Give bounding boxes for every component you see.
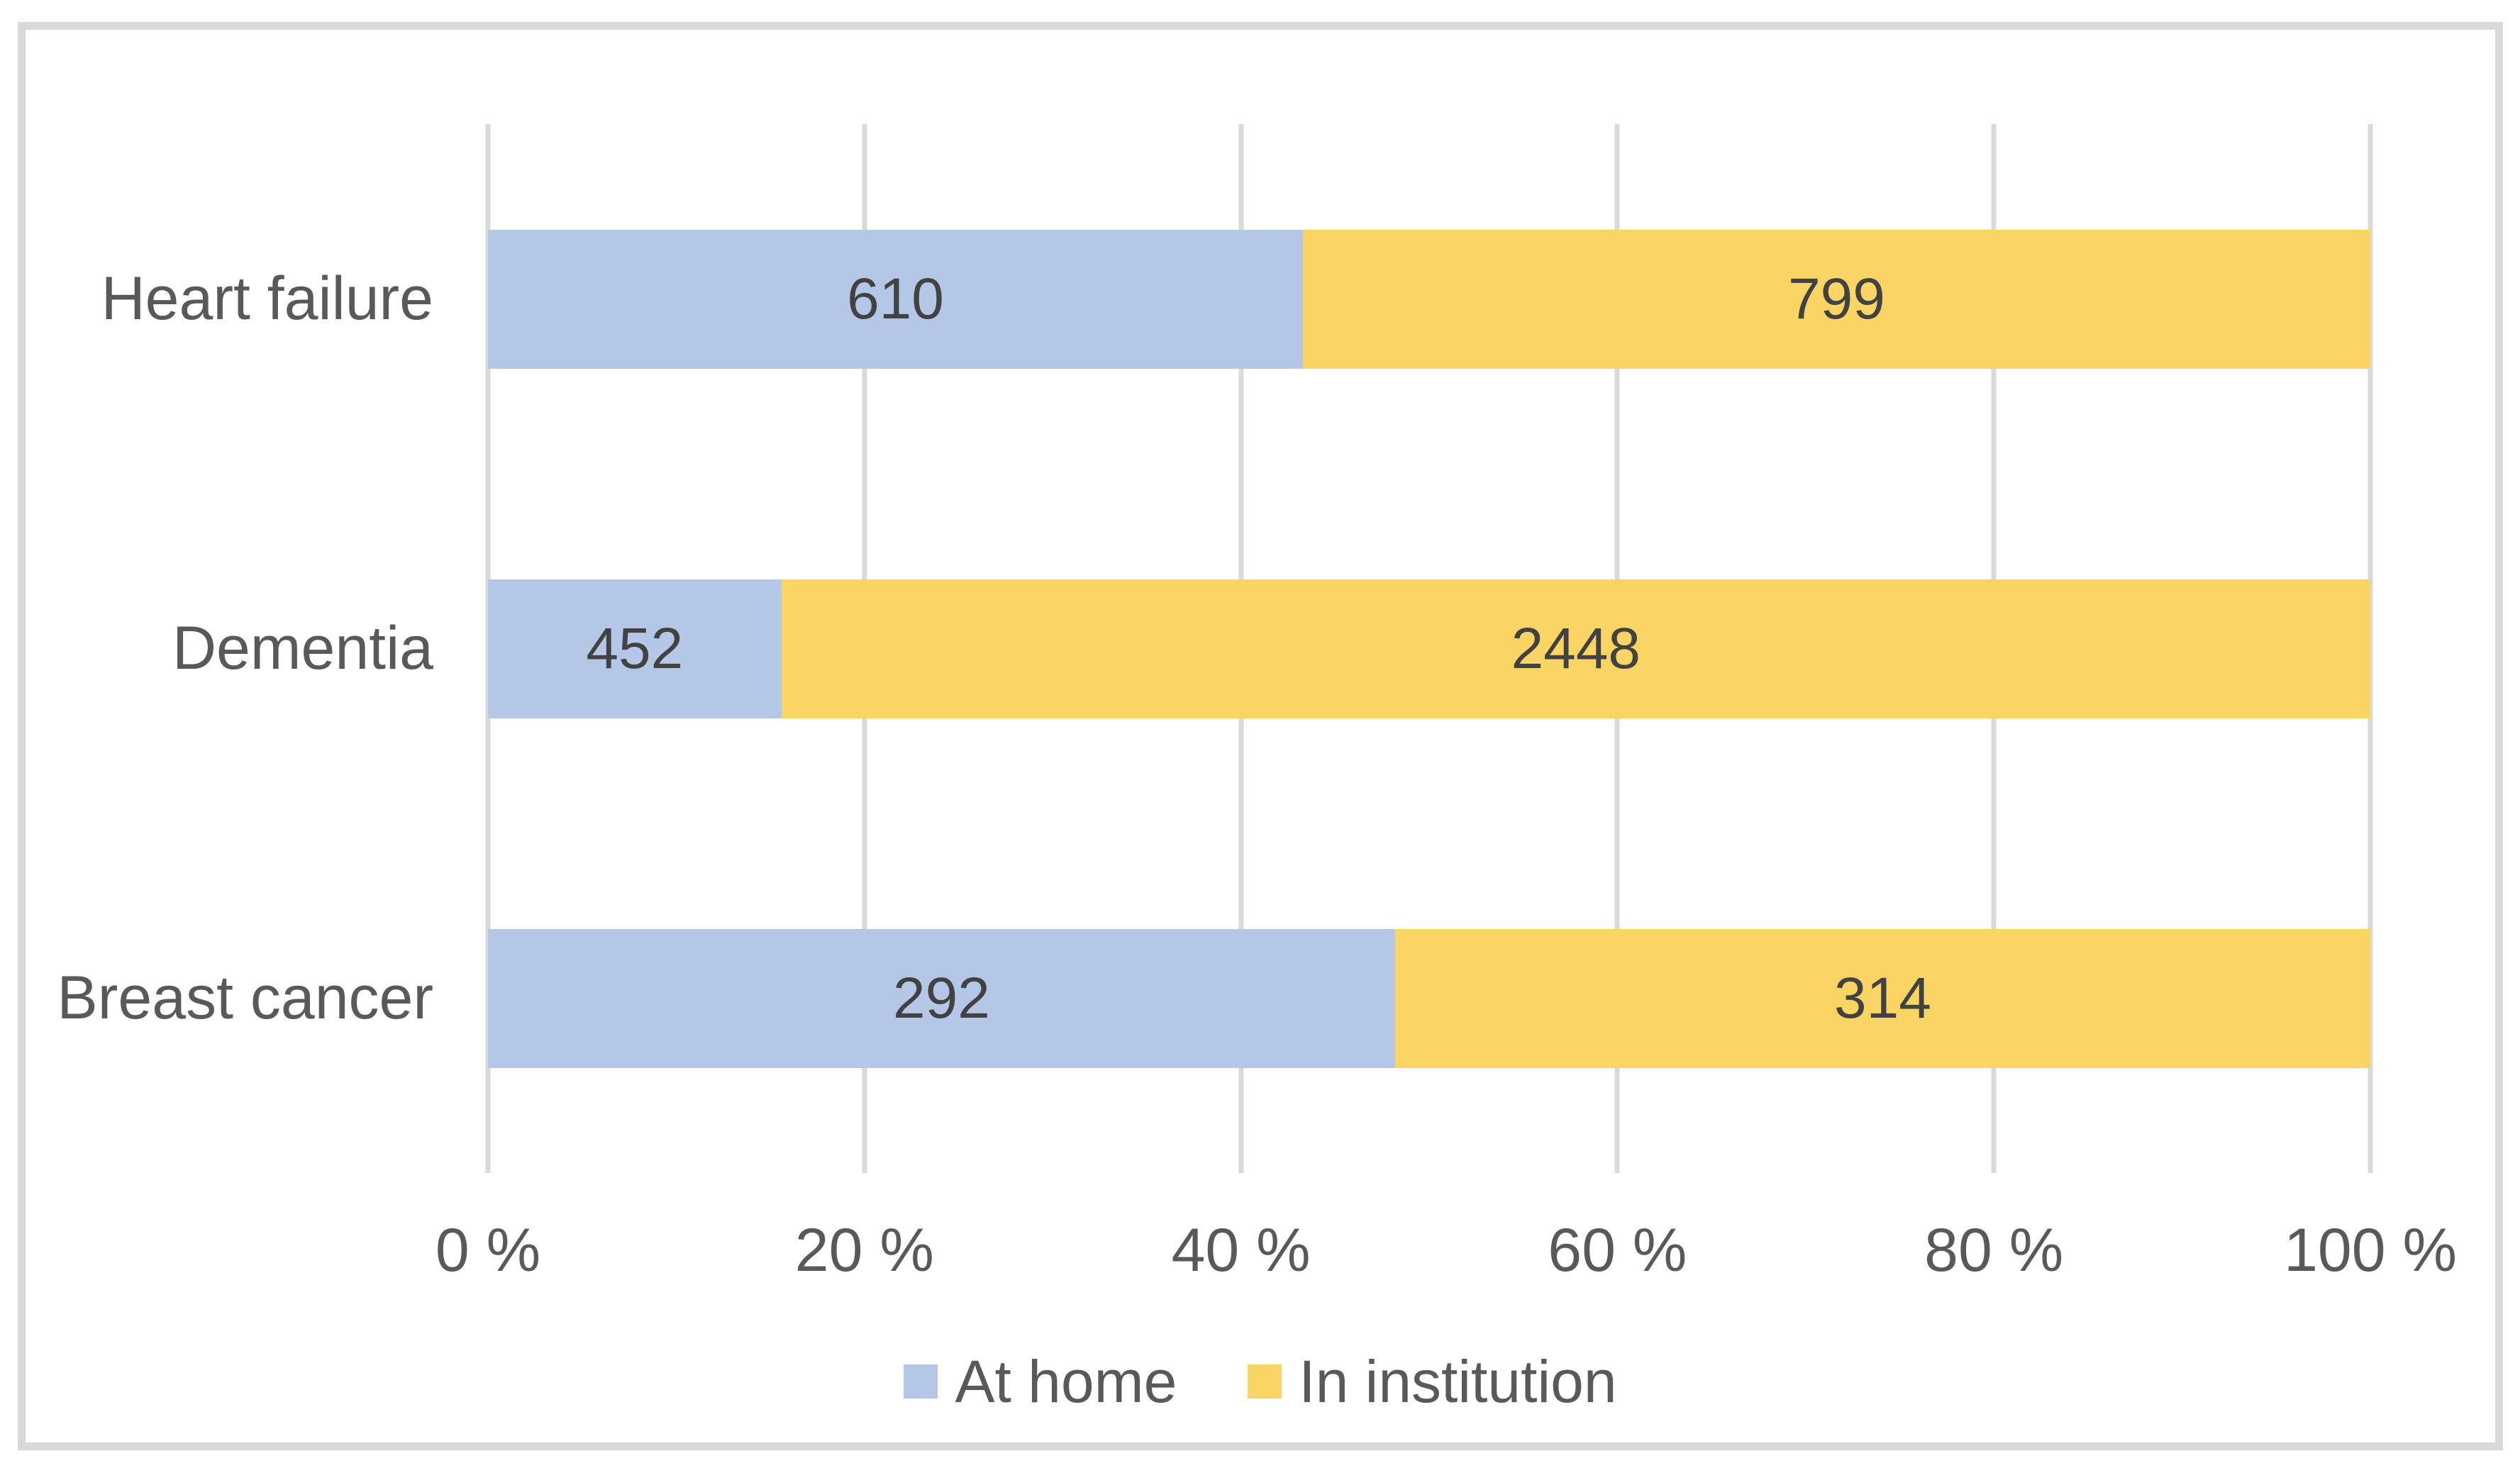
bar-row: 610 799 bbox=[488, 229, 2370, 369]
chart-frame: Heart failure Dementia Breast cancer 610 79… bbox=[18, 22, 2503, 1450]
bar-value-label: 452 bbox=[586, 616, 684, 681]
legend: At home In institution bbox=[26, 1340, 2495, 1423]
bar-row: 292 314 bbox=[488, 928, 2370, 1068]
bar-segment-at-home: 292 bbox=[488, 928, 1395, 1068]
bar-value-label: 610 bbox=[847, 266, 944, 331]
legend-item: At home bbox=[904, 1347, 1177, 1416]
legend-label: At home bbox=[955, 1347, 1177, 1415]
plot-area: 610 799 452 2448 292 314 bbox=[485, 124, 2373, 1173]
legend-swatch-at-home bbox=[904, 1364, 938, 1399]
bar-segment-at-home: 452 bbox=[488, 579, 782, 718]
x-tick-label: 80 % bbox=[1924, 1216, 2064, 1284]
x-tick-label: 100 % bbox=[2284, 1216, 2457, 1284]
legend-swatch-in-institution bbox=[1248, 1364, 1282, 1399]
x-tick-label: 20 % bbox=[794, 1216, 934, 1284]
bar-value-label: 292 bbox=[892, 965, 990, 1030]
legend-item: In institution bbox=[1248, 1347, 1617, 1416]
bar-segment-in-institution: 2448 bbox=[781, 579, 2370, 718]
bar-segment-in-institution: 799 bbox=[1302, 229, 2370, 369]
legend-label: In institution bbox=[1299, 1347, 1617, 1415]
bar-value-label: 799 bbox=[1788, 266, 1885, 331]
category-labels: Heart failure Dementia Breast cancer bbox=[57, 124, 433, 1173]
category-label: Breast cancer bbox=[57, 964, 433, 1032]
category-label: Dementia bbox=[172, 614, 433, 682]
x-tick-label: 0 % bbox=[435, 1216, 541, 1284]
gridline bbox=[2368, 124, 2373, 1173]
category-label: Heart failure bbox=[101, 265, 433, 333]
bar-value-label: 314 bbox=[1833, 965, 1931, 1030]
x-tick-label: 40 % bbox=[1171, 1216, 1311, 1284]
x-axis: 0 % 20 % 40 % 60 % 80 % 100 % bbox=[435, 1216, 2457, 1294]
bar-rows: 610 799 452 2448 292 314 bbox=[488, 124, 2370, 1173]
bar-row: 452 2448 bbox=[488, 579, 2370, 718]
x-tick-label: 60 % bbox=[1548, 1216, 1687, 1284]
bar-segment-at-home: 610 bbox=[488, 229, 1303, 369]
bar-value-label: 2448 bbox=[1511, 616, 1641, 681]
bar-segment-in-institution: 314 bbox=[1394, 928, 2370, 1068]
